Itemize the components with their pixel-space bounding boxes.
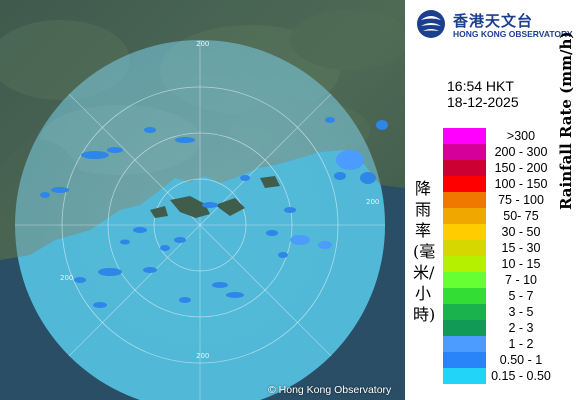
- legend-swatch: [443, 240, 486, 256]
- legend-swatch: [443, 272, 486, 288]
- legend-swatch: [443, 176, 486, 192]
- legend-swatch: [443, 256, 486, 272]
- legend-swatch: [443, 208, 486, 224]
- legend-label: 15 - 30: [501, 241, 541, 255]
- observation-time: 16:54 HKT: [447, 78, 514, 94]
- legend-swatch: [443, 352, 486, 368]
- legend-title-chinese: 降雨率(毫米/小時): [413, 179, 436, 324]
- range-label-west: 200: [60, 274, 73, 282]
- observation-date: 18-12-2025: [447, 94, 519, 110]
- legend-label: 0.15 - 0.50: [491, 369, 551, 383]
- copyright-text: © Hong Kong Observatory: [268, 384, 392, 396]
- range-labels: 200 200 200 200: [60, 40, 379, 360]
- legend-label: 30 - 50: [501, 225, 541, 239]
- legend-color-bar: [443, 128, 486, 384]
- radar-sea-tint: [15, 150, 385, 400]
- legend-label: 150 - 200: [494, 161, 548, 175]
- legend-label: 1 - 2: [508, 337, 534, 351]
- range-rings: [61, 86, 339, 364]
- legend-label: 2 - 3: [508, 321, 534, 335]
- legend-swatch: [443, 320, 486, 336]
- range-label-east: 200: [366, 198, 379, 206]
- legend-label: 200 - 300: [494, 145, 548, 159]
- legend-swatch: [443, 160, 486, 176]
- radar-map-graphic: 200 200 200 200: [0, 0, 405, 400]
- legend-swatch: [443, 192, 486, 208]
- observatory-logo: 香港天文台 HONG KONG OBSERVATORY: [413, 6, 577, 42]
- legend-label: >300: [506, 129, 536, 143]
- legend-title-english: Rainfall Rate (mm/h): [557, 31, 575, 210]
- radial-lines: [15, 40, 385, 400]
- range-label-south: 200: [196, 352, 209, 360]
- legend-swatch: [443, 304, 486, 320]
- legend-swatch: [443, 336, 486, 352]
- legend-label: 10 - 15: [501, 257, 541, 271]
- legend-label: 3 - 5: [508, 305, 534, 319]
- legend-label: 0.50 - 1: [499, 353, 543, 367]
- legend-swatch: [443, 144, 486, 160]
- range-label-north: 200: [196, 40, 209, 48]
- legend-swatch: [443, 224, 486, 240]
- logo-chinese-text: 香港天文台: [453, 12, 534, 30]
- legend-label: 75 - 100: [498, 193, 544, 207]
- islands: [150, 176, 280, 218]
- legend-swatch: [443, 368, 486, 384]
- legend-swatch: [443, 128, 486, 144]
- legend-label: 100 - 150: [494, 177, 548, 191]
- side-panel: 香港天文台 HONG KONG OBSERVATORY 16:54 HKT 18…: [405, 0, 577, 400]
- logo-english-text: HONG KONG OBSERVATORY: [453, 29, 573, 39]
- legend-labels: >300 200 - 300 150 - 200 100 - 150 75 - 100 5…: [481, 128, 561, 384]
- legend-swatch: [443, 288, 486, 304]
- radar-map: 200 200 200 200 © Hong Kong Observatory: [0, 0, 405, 400]
- rain-echoes: [40, 117, 388, 308]
- observatory-emblem-icon: [417, 10, 445, 38]
- legend-label: 50- 75: [503, 209, 539, 223]
- legend-label: 5 - 7: [508, 289, 534, 303]
- legend-label: 7 - 10: [505, 273, 537, 287]
